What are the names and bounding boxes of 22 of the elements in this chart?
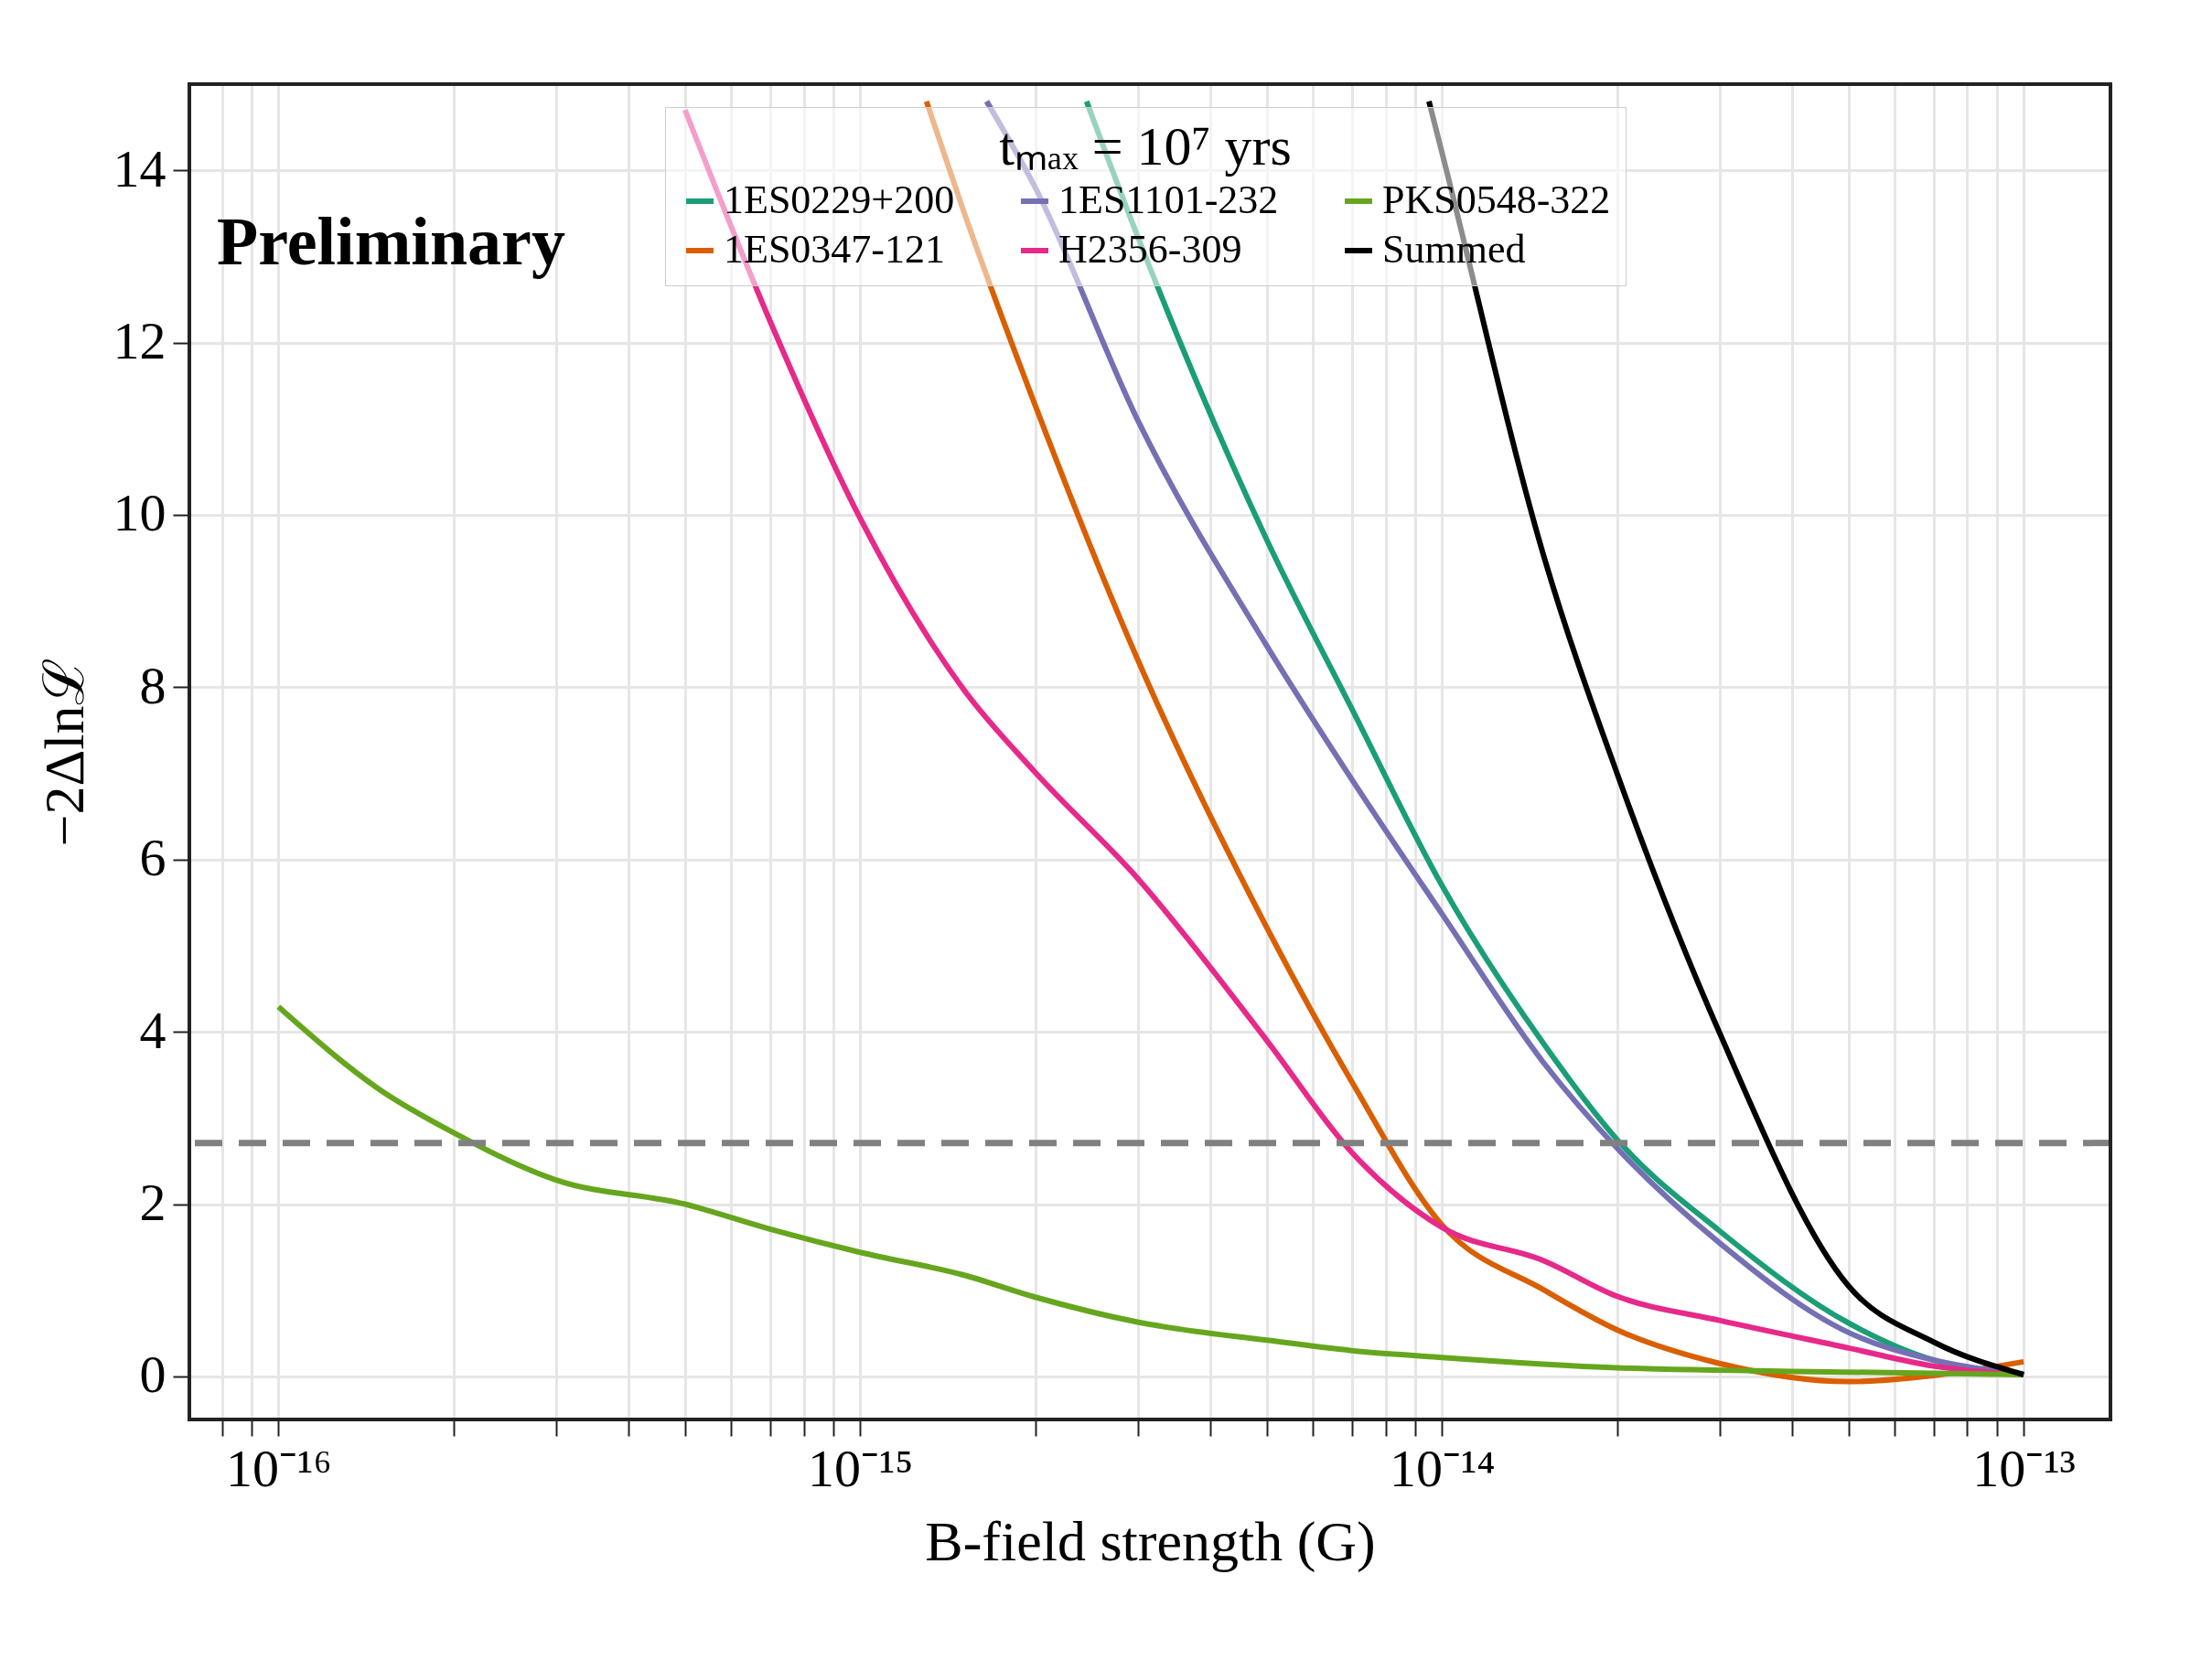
x-tick-label: 10⁻¹³ — [1972, 1438, 2076, 1498]
legend-label: PKS0548-322 — [1382, 177, 1611, 222]
legend-label: 1ES0347-121 — [724, 227, 945, 272]
legend-label: Summed — [1382, 227, 1526, 272]
annotation: Preliminary — [217, 204, 565, 279]
x-tick-label: 10⁻¹⁵ — [807, 1438, 914, 1498]
y-tick-label: 12 — [113, 311, 166, 371]
x-axis-title: B-field strength (G) — [925, 1509, 1376, 1573]
y-tick-label: 0 — [139, 1344, 166, 1405]
x-tick-label: 10⁻¹⁶ — [226, 1438, 332, 1498]
y-tick-label: 10 — [113, 483, 166, 543]
y-tick-label: 6 — [139, 828, 166, 888]
legend-label: 1ES0229+200 — [724, 177, 955, 222]
y-tick-label: 8 — [139, 655, 166, 715]
legend-title: tₘₐₓ = 10⁷ yrs — [999, 116, 1292, 177]
y-tick-label: 14 — [113, 138, 166, 198]
legend-label: 1ES1101-232 — [1058, 177, 1279, 222]
y-tick-label: 2 — [139, 1173, 166, 1233]
y-tick-label: 4 — [139, 1000, 166, 1060]
y-axis-title: −2Δlnℒ — [32, 658, 95, 847]
x-tick-label: 10⁻¹⁴ — [1389, 1438, 1496, 1498]
legend-label: H2356-309 — [1058, 227, 1242, 272]
